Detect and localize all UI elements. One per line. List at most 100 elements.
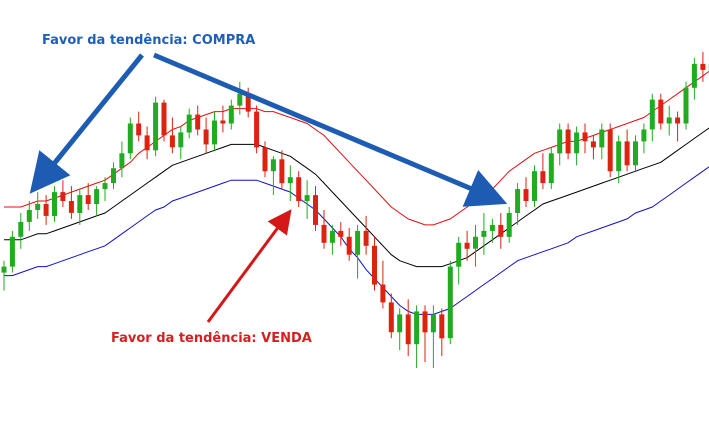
candle-body: [68, 201, 74, 213]
candle-body: [473, 236, 478, 249]
candle-body: [18, 221, 24, 237]
candle-body: [35, 204, 41, 210]
middle-band-line: [4, 127, 709, 268]
candle: [489, 218, 495, 243]
candle-body: [169, 135, 175, 148]
candle: [397, 308, 403, 351]
candle: [119, 141, 125, 178]
candle-body: [77, 195, 83, 213]
candle-body: [397, 314, 403, 333]
candle: [85, 183, 91, 210]
candle-body: [532, 171, 537, 201]
candle-body: [153, 102, 159, 151]
candle-body: [220, 120, 226, 124]
candle: [153, 96, 159, 157]
candle: [414, 305, 420, 368]
candle-body: [245, 93, 251, 112]
candle: [700, 51, 706, 82]
candle: [43, 195, 49, 225]
candle: [111, 162, 116, 190]
candle-body: [85, 195, 91, 204]
candle-body: [338, 230, 344, 237]
candle: [60, 180, 66, 207]
candle-body: [666, 117, 672, 124]
candle-body: [430, 314, 436, 333]
candle: [363, 215, 369, 255]
candle: [481, 213, 487, 255]
candle-body: [649, 99, 655, 130]
candle-body: [683, 87, 689, 124]
candle-body: [313, 195, 318, 225]
candle-body: [607, 129, 613, 172]
candle: [102, 177, 108, 201]
candle-body: [102, 183, 108, 190]
candle-body: [296, 177, 302, 202]
candle-body: [346, 236, 352, 255]
candle: [506, 207, 512, 243]
candle-body: [523, 189, 529, 201]
candle: [237, 81, 243, 115]
candle: [254, 105, 260, 154]
candle-body: [439, 314, 445, 339]
candle-body: [279, 159, 285, 184]
candle: [195, 105, 201, 136]
candle-body: [119, 153, 125, 169]
candle-body: [548, 153, 554, 184]
candle: [666, 105, 672, 136]
candle: [473, 224, 478, 267]
candle: [372, 236, 377, 291]
candle-body: [447, 266, 453, 339]
candle-body: [136, 123, 142, 136]
candle: [220, 105, 226, 133]
candle-body: [43, 204, 49, 216]
candle-body: [262, 147, 268, 172]
candle-body: [464, 242, 470, 249]
candle: [582, 123, 588, 154]
candle: [422, 305, 428, 363]
candle: [616, 135, 622, 184]
candle: [127, 117, 133, 160]
candle: [590, 135, 596, 160]
candle: [18, 213, 24, 249]
candle: [658, 93, 664, 130]
candle-body: [624, 141, 630, 166]
candle-body: [456, 242, 462, 267]
candle-body: [186, 114, 192, 133]
candle: [228, 99, 234, 130]
candle: [279, 150, 285, 190]
candle: [683, 81, 689, 130]
candle-body: [254, 111, 260, 148]
candle-body: [237, 93, 243, 106]
candle: [523, 177, 529, 207]
candle-body: [270, 159, 276, 172]
candle-body: [590, 141, 596, 148]
candle: [675, 111, 681, 142]
candle: [329, 224, 335, 255]
candle: [649, 93, 655, 142]
candle-body: [633, 141, 638, 166]
candle-body: [658, 99, 664, 124]
candle-body: [111, 168, 116, 184]
candle: [94, 186, 100, 216]
candle: [68, 186, 74, 219]
candle: [456, 236, 462, 285]
candle: [515, 183, 521, 225]
candle: [464, 230, 470, 261]
candle: [186, 108, 192, 139]
candle: [144, 126, 150, 160]
candle-body: [481, 230, 487, 237]
buy-arrow-left: [29, 53, 144, 194]
candle: [540, 153, 546, 190]
candle-body: [489, 224, 495, 231]
candle-body: [321, 224, 327, 243]
candle-body: [127, 123, 133, 154]
candle-body: [388, 302, 394, 333]
candle: [1, 260, 7, 291]
bands-layer: [4, 70, 709, 315]
candle-body: [355, 230, 361, 255]
candle-body: [422, 311, 428, 333]
candle: [9, 230, 15, 273]
candle-body: [1, 266, 7, 273]
candle: [262, 141, 268, 178]
